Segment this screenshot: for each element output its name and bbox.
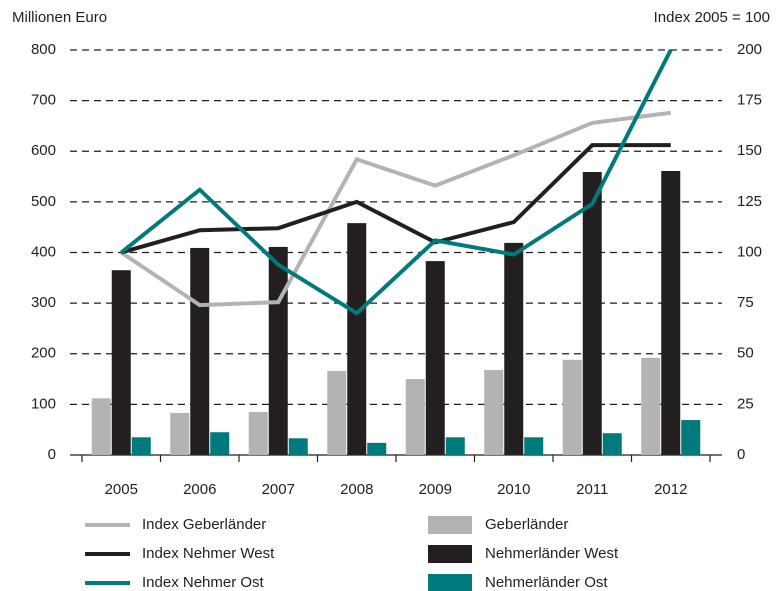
bar: [641, 357, 661, 455]
bar: [425, 261, 445, 455]
x-tick-label: 2011: [576, 481, 608, 498]
y-tick-label: 400: [31, 243, 56, 260]
y2-tick-label: 200: [737, 41, 762, 58]
bar: [288, 438, 308, 455]
bar: [210, 432, 230, 455]
legend-swatch: [428, 516, 472, 534]
bar: [681, 420, 701, 455]
x-tick-label: 2007: [262, 481, 295, 498]
bar: [91, 398, 111, 455]
y-tick-label: 600: [31, 142, 56, 159]
y-axis-label: Millionen Euro: [12, 9, 107, 26]
x-tick-label: 2010: [497, 481, 530, 498]
bar: [131, 437, 151, 455]
y2-tick-label: 50: [737, 345, 754, 362]
bar: [582, 172, 602, 455]
bar: [111, 270, 131, 455]
legend-label: Index Nehmer Ost: [142, 574, 265, 591]
legend-label: Index Geberländer: [142, 516, 266, 533]
bar: [445, 437, 465, 455]
y-tick-label: 200: [31, 345, 56, 362]
y2-tick-label: 175: [737, 92, 762, 109]
x-tick-label: 2005: [105, 481, 138, 498]
x-tick-label: 2006: [183, 481, 216, 498]
y-tick-label: 700: [31, 92, 56, 109]
bar: [248, 411, 268, 455]
y2-tick-label: 100: [737, 243, 762, 260]
y2-tick-label: 125: [737, 193, 762, 210]
line: [120, 110, 672, 308]
bar: [562, 359, 582, 455]
y2-tick-label: 0: [737, 446, 745, 463]
line: [120, 143, 671, 255]
y-tick-label: 0: [48, 446, 56, 463]
x-tick-label: 2008: [340, 481, 373, 498]
bar: [190, 247, 210, 455]
bar: [327, 370, 347, 455]
line: [120, 49, 673, 316]
bar: [602, 433, 622, 455]
x-tick-label: 2009: [419, 481, 452, 498]
bar: [504, 242, 524, 455]
legend-label: Geberländer: [485, 516, 568, 533]
bar: [524, 437, 544, 455]
y-tick-label: 800: [31, 41, 56, 58]
bar: [170, 412, 190, 455]
bar: [405, 379, 425, 455]
y-tick-label: 300: [31, 294, 56, 311]
bar: [367, 442, 387, 455]
y2-axis-label: Index 2005 = 100: [654, 9, 770, 26]
y2-tick-label: 75: [737, 294, 754, 311]
bar: [661, 170, 681, 455]
bar: [268, 246, 288, 455]
legend-label: Nehmerländer Ost: [485, 574, 608, 591]
legend-swatch: [428, 574, 472, 591]
legend-label: Index Nehmer West: [142, 545, 275, 562]
y2-tick-label: 25: [737, 395, 754, 412]
bar: [484, 369, 504, 455]
y2-tick-label: 150: [737, 142, 762, 159]
legend-label: Nehmerländer West: [485, 545, 619, 562]
legend-swatch: [428, 545, 472, 563]
bar: [347, 223, 367, 455]
x-tick-label: 2012: [654, 481, 687, 498]
y-tick-label: 500: [31, 193, 56, 210]
y-tick-label: 100: [31, 395, 56, 412]
